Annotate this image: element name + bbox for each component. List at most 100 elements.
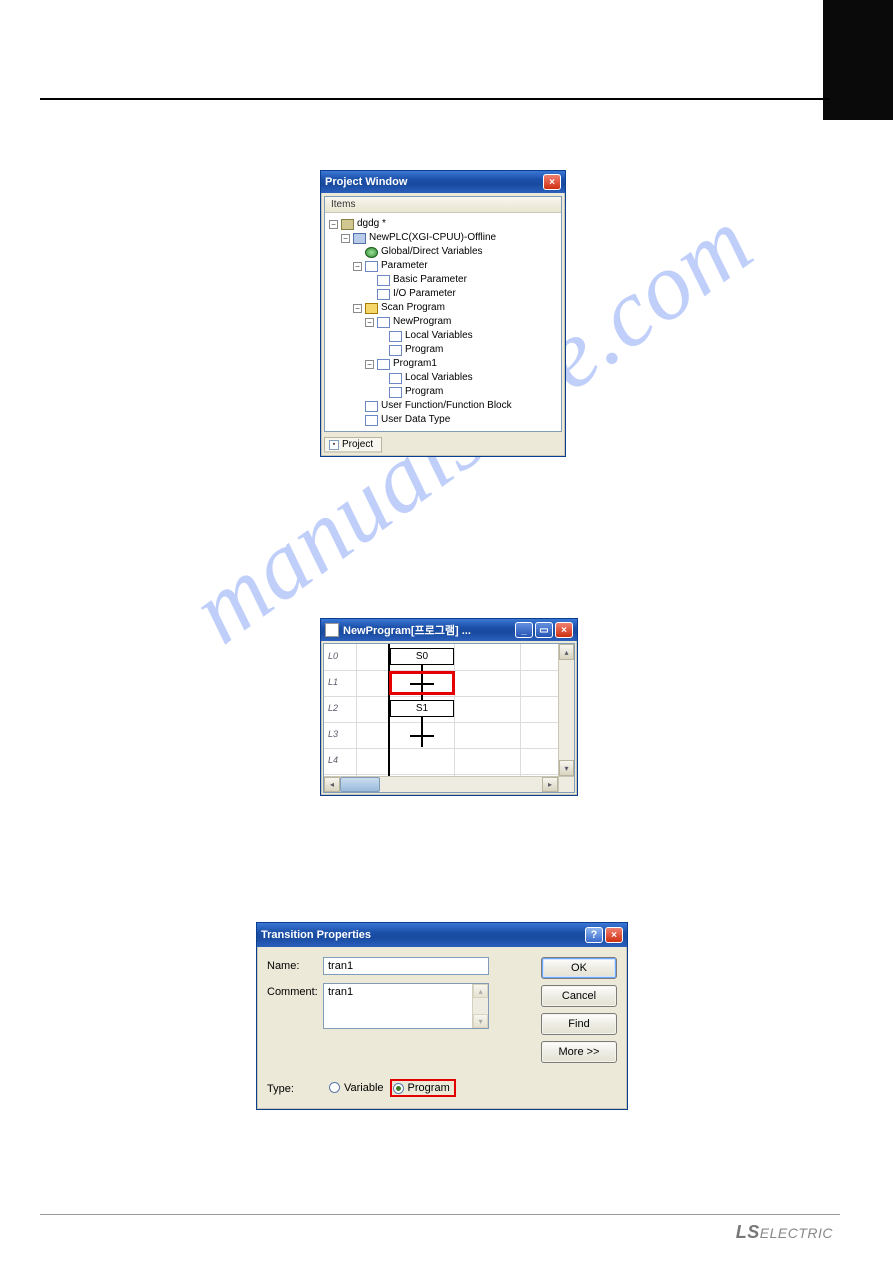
tree-prog-a-local[interactable]: Local Variables — [329, 329, 559, 343]
radio-program[interactable]: Program — [393, 1082, 450, 1094]
tree-label: Program — [405, 343, 443, 357]
scroll-up-icon[interactable]: ▴ — [559, 644, 574, 660]
name-input[interactable] — [323, 957, 489, 975]
program-icon — [377, 317, 390, 328]
vars-icon — [389, 331, 402, 342]
doc-icon — [377, 289, 390, 300]
scroll-up-icon[interactable]: ▴ — [473, 984, 488, 998]
tree-label: User Function/Function Block — [381, 399, 512, 413]
tree-label: dgdg * — [357, 217, 386, 231]
tree-basic-param[interactable]: Basic Parameter — [329, 273, 559, 287]
comment-input[interactable]: tran1 — [324, 984, 472, 1028]
tree-prog-a[interactable]: −NewProgram — [329, 315, 559, 329]
close-icon[interactable]: × — [543, 174, 561, 190]
project-tab[interactable]: ▪Project — [324, 437, 382, 453]
sfc-link — [421, 717, 423, 729]
radio-label: Program — [408, 1082, 450, 1094]
plc-icon — [353, 233, 366, 244]
tree-ufb[interactable]: User Function/Function Block — [329, 399, 559, 413]
tree-io-param[interactable]: I/O Parameter — [329, 287, 559, 301]
tree-udt[interactable]: User Data Type — [329, 413, 559, 427]
row-label: L3 — [328, 729, 338, 739]
type-label: Type: — [267, 1080, 323, 1095]
tree-label: Global/Direct Variables — [381, 245, 483, 259]
tree-prog-b-prog[interactable]: Program — [329, 385, 559, 399]
ladder-icon: ▦ — [325, 623, 339, 637]
param-icon — [365, 261, 378, 272]
tree-prog-b[interactable]: −Program1 — [329, 357, 559, 371]
maximize-icon[interactable]: ▭ — [535, 622, 553, 638]
tree-parameter[interactable]: −Parameter — [329, 259, 559, 273]
ladder-window: ▦NewProgram[프로그램] ... _ ▭ × L0 L1 L2 L3 … — [320, 618, 578, 796]
ufb-icon — [365, 401, 378, 412]
transition-properties-dialog: Transition Properties ? × Name: Comment:… — [256, 922, 628, 1110]
tree-label: Local Variables — [405, 371, 473, 385]
page-corner-block — [823, 0, 893, 120]
program-icon — [377, 359, 390, 370]
ladder-grid: L0 L1 L2 L3 L4 S0 S1 — [324, 644, 558, 776]
globe-icon — [365, 247, 378, 258]
ladder-titlebar[interactable]: ▦NewProgram[프로그램] ... _ ▭ × — [321, 619, 577, 641]
minimize-icon[interactable]: _ — [515, 622, 533, 638]
scroll-down-icon[interactable]: ▾ — [559, 760, 574, 776]
tree-prog-b-local[interactable]: Local Variables — [329, 371, 559, 385]
radio-label: Variable — [344, 1082, 384, 1094]
more-button[interactable]: More >> — [541, 1041, 617, 1063]
scroll-right-icon[interactable]: ▸ — [542, 777, 558, 792]
close-icon[interactable]: × — [555, 622, 573, 638]
selection-highlight — [389, 671, 455, 695]
sfc-step-1[interactable]: S1 — [390, 700, 454, 717]
vertical-scrollbar[interactable]: ▴▾ — [558, 644, 574, 776]
scroll-down-icon[interactable]: ▾ — [473, 1014, 488, 1028]
project-tree[interactable]: −dgdg * −NewPLC(XGI-CPUU)-Offline Global… — [325, 213, 561, 431]
folder-icon — [365, 303, 378, 314]
project-icon — [341, 219, 354, 230]
dialog-body: Name: Comment: tran1 ▴▾ Type: Variable P… — [257, 947, 627, 1109]
row-label: L1 — [328, 677, 338, 687]
tree-label: NewProgram — [393, 315, 451, 329]
comment-field-wrap: tran1 ▴▾ — [323, 983, 489, 1029]
radio-variable[interactable]: Variable — [329, 1082, 384, 1094]
tree-prog-a-prog[interactable]: Program — [329, 343, 559, 357]
dialog-titlebar[interactable]: Transition Properties ? × — [257, 923, 627, 947]
sfc-step-0[interactable]: S0 — [390, 648, 454, 665]
dialog-title: Transition Properties — [261, 929, 371, 941]
radio-icon — [393, 1083, 404, 1094]
tree-label: NewPLC(XGI-CPUU)-Offline — [369, 231, 496, 245]
scroll-thumb[interactable] — [340, 777, 380, 792]
cancel-button[interactable]: Cancel — [541, 985, 617, 1007]
tab-label: Project — [342, 439, 373, 450]
close-icon[interactable]: × — [605, 927, 623, 943]
ladder-editor[interactable]: L0 L1 L2 L3 L4 S0 S1 ▴▾ ◂▸ — [323, 643, 575, 793]
footer-logo: LSELECTRIC — [736, 1222, 833, 1243]
tree-label: Local Variables — [405, 329, 473, 343]
project-window: Project Window × Items −dgdg * −NewPLC(X… — [320, 170, 566, 457]
project-window-titlebar[interactable]: Project Window × — [321, 171, 565, 193]
tree-scan[interactable]: −Scan Program — [329, 301, 559, 315]
tree-globals[interactable]: Global/Direct Variables — [329, 245, 559, 259]
sfc-link — [421, 729, 423, 747]
tab-icon: ▪ — [329, 440, 339, 450]
radio-icon — [329, 1082, 340, 1093]
row-label: L2 — [328, 703, 338, 713]
prog-icon — [389, 345, 402, 356]
help-icon[interactable]: ? — [585, 927, 603, 943]
row-label: L0 — [328, 651, 338, 661]
tree-plc[interactable]: −NewPLC(XGI-CPUU)-Offline — [329, 231, 559, 245]
ok-button[interactable]: OK — [541, 957, 617, 979]
vars-icon — [389, 373, 402, 384]
udt-icon — [365, 415, 378, 426]
tree-label: Program1 — [393, 357, 437, 371]
tree-label: User Data Type — [381, 413, 450, 427]
items-header: Items — [325, 197, 561, 213]
tree-label: I/O Parameter — [393, 287, 456, 301]
tree-label: Basic Parameter — [393, 273, 467, 287]
horizontal-scrollbar[interactable]: ◂▸ — [324, 776, 558, 792]
comment-scrollbar[interactable]: ▴▾ — [472, 984, 488, 1028]
project-window-title: Project Window — [325, 176, 407, 188]
prog-icon — [389, 387, 402, 398]
scroll-left-icon[interactable]: ◂ — [324, 777, 340, 792]
tree-label: Parameter — [381, 259, 428, 273]
tree-root[interactable]: −dgdg * — [329, 217, 559, 231]
find-button[interactable]: Find — [541, 1013, 617, 1035]
